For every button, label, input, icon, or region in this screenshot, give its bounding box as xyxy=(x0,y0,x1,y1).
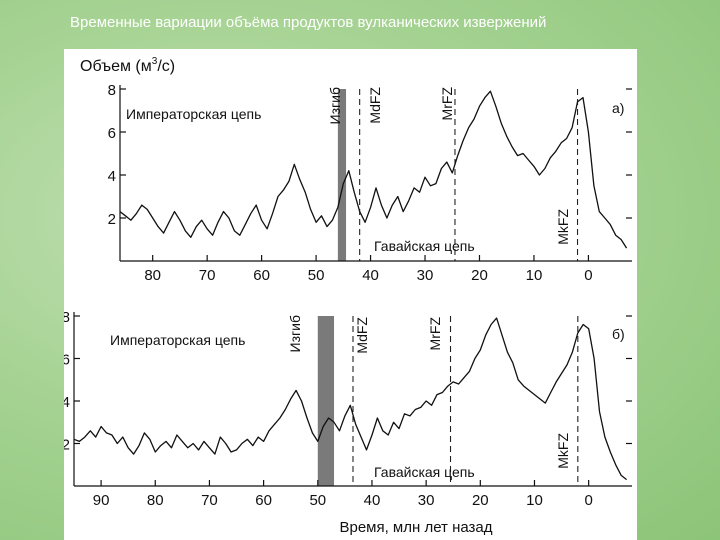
slide-title: Временные вариации объёма продуктов вулк… xyxy=(70,14,547,31)
chart-b-label-emperor-chain: Императорская цепь xyxy=(110,332,245,348)
chart-a-x-tick-label: 50 xyxy=(308,267,325,284)
chart-b-y-tick-label: 8 xyxy=(64,309,70,326)
chart-b-x-tick-label: 80 xyxy=(147,492,164,509)
chart-a-x-tick-label: 70 xyxy=(199,267,216,284)
chart-a-label-emperor-chain: Императорская цепь xyxy=(126,106,261,122)
y-axis-label-superscript: 3 xyxy=(152,56,158,67)
chart-a-label-mrfz: MrFZ xyxy=(439,87,455,121)
chart-b-x-tick-label: 50 xyxy=(309,492,326,509)
chart-b-x-tick-label: 60 xyxy=(255,492,272,509)
chart-a-series-line xyxy=(119,90,628,249)
chart-a-label-mdfz: MdFZ xyxy=(367,87,383,124)
chart-a-y-tick-label: 4 xyxy=(108,168,116,185)
chart-b-panel-label: б) xyxy=(612,326,625,342)
chart-b-bend-band xyxy=(317,316,335,486)
y-axis-label: Объем (м3/с) xyxy=(80,56,175,75)
chart-a-x-tick-label: 40 xyxy=(362,267,379,284)
chart-b-x-tick-label: 10 xyxy=(526,492,543,509)
chart-b-label-hawaii-chain: Гавайская цепь xyxy=(374,464,475,480)
y-axis-label-end: /с) xyxy=(157,58,175,75)
chart-a-x-tick-label: 0 xyxy=(584,267,592,284)
chart-a-x-tick-label: 30 xyxy=(417,267,434,284)
chart-a-label-bend: Изгиб xyxy=(327,87,343,124)
chart-a-bend-band xyxy=(337,89,347,261)
chart-a-label-mkfz: MkFZ xyxy=(555,209,571,245)
chart-b-x-tick-label: 90 xyxy=(93,492,110,509)
figure-panel: Объем (м3/с) 2 4 6 8 80 70 60 50 40 30 20 10 0 Импера… xyxy=(64,49,637,540)
chart-b-x-tick-label: 0 xyxy=(584,492,592,509)
chart-a-y-tick-label: 6 xyxy=(108,125,116,142)
chart-a-y-tick-label: 2 xyxy=(108,211,116,228)
chart-b-series-line xyxy=(73,317,627,481)
chart-a-x-tick-label: 60 xyxy=(253,267,270,284)
chart-panel-b: 2 4 6 8 90 80 70 60 50 40 30 20 10 0 Императорская цеп… xyxy=(64,309,632,509)
chart-b-y-tick-label: 2 xyxy=(64,437,70,454)
chart-a-x-tick-label: 80 xyxy=(144,267,161,284)
chart-a-x-tick-label: 10 xyxy=(526,267,543,284)
y-axis-label-main: Объем (м xyxy=(80,58,152,75)
chart-panel-a: 2 4 6 8 80 70 60 50 40 30 20 10 0 Императорская цепь Г… xyxy=(108,82,632,284)
chart-b-y-tick-label: 4 xyxy=(64,394,70,411)
chart-b-y-tick-label: 6 xyxy=(64,352,70,369)
chart-b-x-tick-label: 30 xyxy=(418,492,435,509)
chart-b-label-mkfz: MkFZ xyxy=(555,433,571,469)
chart-b-x-tick-label: 40 xyxy=(364,492,381,509)
chart-b-label-mrfz: MrFZ xyxy=(427,317,443,351)
chart-a-panel-label: а) xyxy=(612,100,624,116)
x-axis-label: Время, млн лет назад xyxy=(339,519,492,536)
chart-a-x-tick-label: 20 xyxy=(471,267,488,284)
chart-b-x-tick-label: 20 xyxy=(472,492,489,509)
chart-a-y-tick-label: 8 xyxy=(108,82,116,99)
chart-b-x-tick-label: 70 xyxy=(201,492,218,509)
chart-a-label-hawaii-chain: Гавайская цепь xyxy=(374,238,475,254)
chart-b-label-mdfz: MdFZ xyxy=(354,317,370,354)
chart-b-label-bend: Изгиб xyxy=(287,315,303,352)
